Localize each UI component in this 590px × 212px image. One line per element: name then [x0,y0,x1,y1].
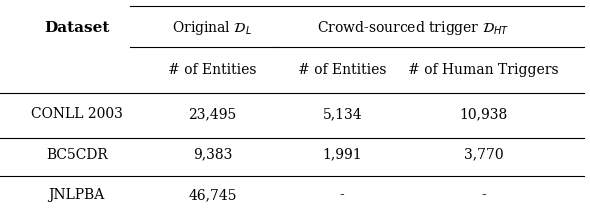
Text: CONLL 2003: CONLL 2003 [31,107,123,121]
Text: 3,770: 3,770 [464,148,504,162]
Text: -: - [340,188,345,202]
Text: # of Human Triggers: # of Human Triggers [408,63,559,77]
Text: 23,495: 23,495 [188,107,237,121]
Text: 10,938: 10,938 [460,107,508,121]
Text: # of Entities: # of Entities [298,63,386,77]
Text: 1,991: 1,991 [322,148,362,162]
Text: 46,745: 46,745 [188,188,237,202]
Text: Dataset: Dataset [44,21,109,35]
Text: JNLPBA: JNLPBA [48,188,105,202]
Text: -: - [481,188,486,202]
Text: Crowd-sourced trigger $\mathcal{D}_{HT}$: Crowd-sourced trigger $\mathcal{D}_{HT}$ [317,19,509,36]
Text: # of Entities: # of Entities [168,63,257,77]
Text: Original $\mathcal{D}_L$: Original $\mathcal{D}_L$ [172,19,253,36]
Text: 5,134: 5,134 [322,107,362,121]
Text: BC5CDR: BC5CDR [46,148,107,162]
Text: 9,383: 9,383 [193,148,232,162]
